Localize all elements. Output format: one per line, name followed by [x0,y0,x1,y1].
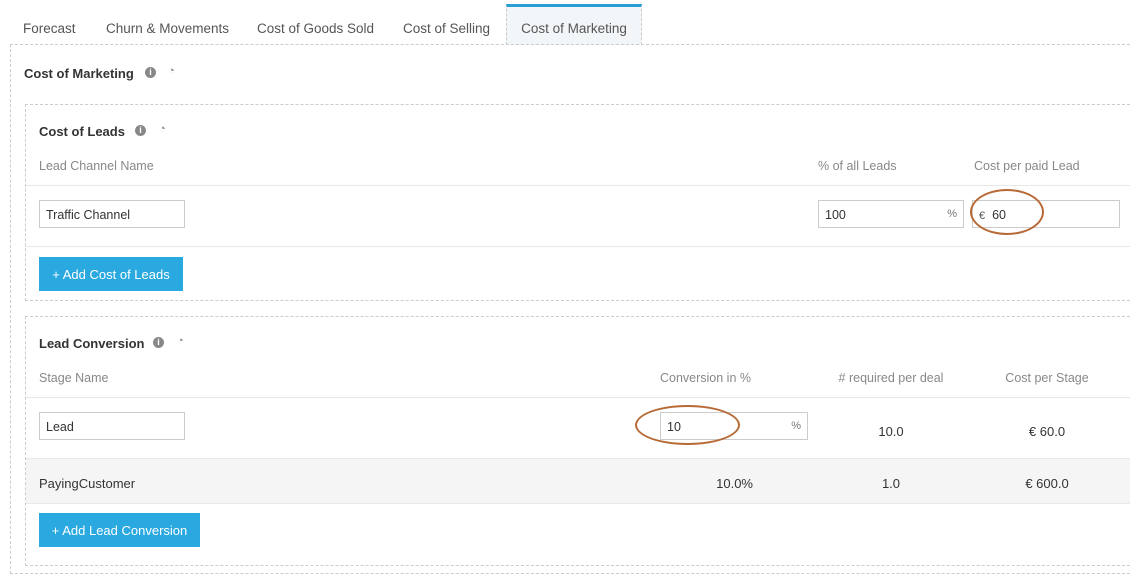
tab-forecast[interactable]: Forecast [23,21,76,36]
add-lead-conversion-button[interactable]: + Add Lead Conversion [39,513,200,547]
percent-suffix: % [791,420,801,432]
final-stage-name: PayingCustomer [39,476,136,491]
tab-cost-of-marketing[interactable]: Cost of Marketing [506,4,642,45]
divider [26,246,1130,247]
header-lead-channel-name: Lead Channel Name [39,159,154,173]
cost-per-stage: € 60.0 [1028,424,1066,439]
required-per-deal: 10.0 [878,424,904,439]
header-cost-per-paid-lead: Cost per paid Lead [974,159,1080,173]
final-conversion: 10.0% [716,476,753,491]
tab-cost-of-goods-sold[interactable]: Cost of Goods Sold [257,21,375,36]
divider [26,397,1130,398]
percent-of-leads-input[interactable]: 100% [818,200,964,228]
dashboard-icon[interactable]: ◔ [177,335,184,347]
paying-customer-row: PayingCustomer 10.0% 1.0 € 600.0 [26,458,1130,504]
header-stage-name: Stage Name [39,371,109,385]
stage-name-input[interactable]: Lead [39,412,185,440]
section-title: Cost of Marketing [24,66,134,81]
final-required-per-deal: 1.0 [881,476,901,491]
percent-suffix: % [947,208,957,220]
final-cost-per-stage: € 600.0 [1025,476,1069,491]
divider [26,185,1130,186]
tab-cost-of-selling[interactable]: Cost of Selling [403,21,491,36]
tab-churn-movements[interactable]: Churn & Movements [106,21,230,36]
dashboard-icon[interactable]: ◔ [168,65,175,77]
percent-value: 100 [825,208,846,222]
dashboard-icon[interactable]: ◔ [159,123,166,135]
cost-of-leads-panel [25,104,1130,301]
annotation-circle [635,405,740,445]
header-required-per-deal: # required per deal [838,371,944,385]
info-icon[interactable]: i [135,125,146,136]
annotation-circle [970,189,1044,235]
add-cost-of-leads-button[interactable]: + Add Cost of Leads [39,257,183,291]
lead-conversion-title: Lead Conversion [39,336,145,351]
info-icon[interactable]: i [145,67,156,78]
lead-channel-name-input[interactable]: Traffic Channel [39,200,185,228]
cost-of-leads-title: Cost of Leads [39,124,125,139]
header-cost-per-stage: Cost per Stage [1005,371,1089,385]
info-icon[interactable]: i [153,337,164,348]
header-percent-of-leads: % of all Leads [818,159,897,173]
header-conversion: Conversion in % [659,371,751,385]
